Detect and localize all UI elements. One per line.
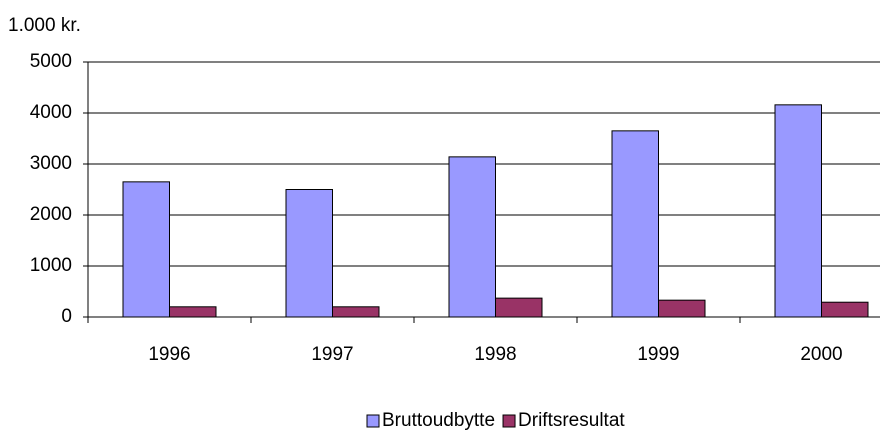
legend-label: Driftsresultat — [518, 410, 625, 430]
y-tick-label: 5000 — [30, 51, 72, 72]
bar — [448, 156, 496, 318]
legend-swatch — [502, 414, 516, 428]
y-tick-label: 3000 — [30, 153, 72, 174]
bar — [169, 306, 217, 318]
y-tick-label: 1000 — [30, 255, 72, 276]
bar — [332, 306, 380, 318]
bar — [285, 189, 333, 318]
bar — [821, 301, 869, 318]
y-axis-label: 1.000 kr. — [8, 15, 81, 36]
bar — [495, 297, 543, 318]
y-tick-label: 0 — [61, 306, 72, 327]
legend-swatch — [366, 414, 380, 428]
y-tick-label: 2000 — [30, 204, 72, 225]
bar — [658, 299, 706, 318]
bar — [122, 181, 170, 318]
x-tick-label: 2000 — [800, 344, 842, 365]
legend-label: Bruttoudbytte — [382, 410, 495, 430]
x-tick-label: 1997 — [311, 344, 353, 365]
x-tick-label: 1999 — [637, 344, 679, 365]
bar — [611, 130, 659, 318]
x-tick-label: 1998 — [474, 344, 516, 365]
y-tick-label: 4000 — [30, 102, 72, 123]
bar — [774, 104, 822, 318]
x-tick-label: 1996 — [148, 344, 190, 365]
